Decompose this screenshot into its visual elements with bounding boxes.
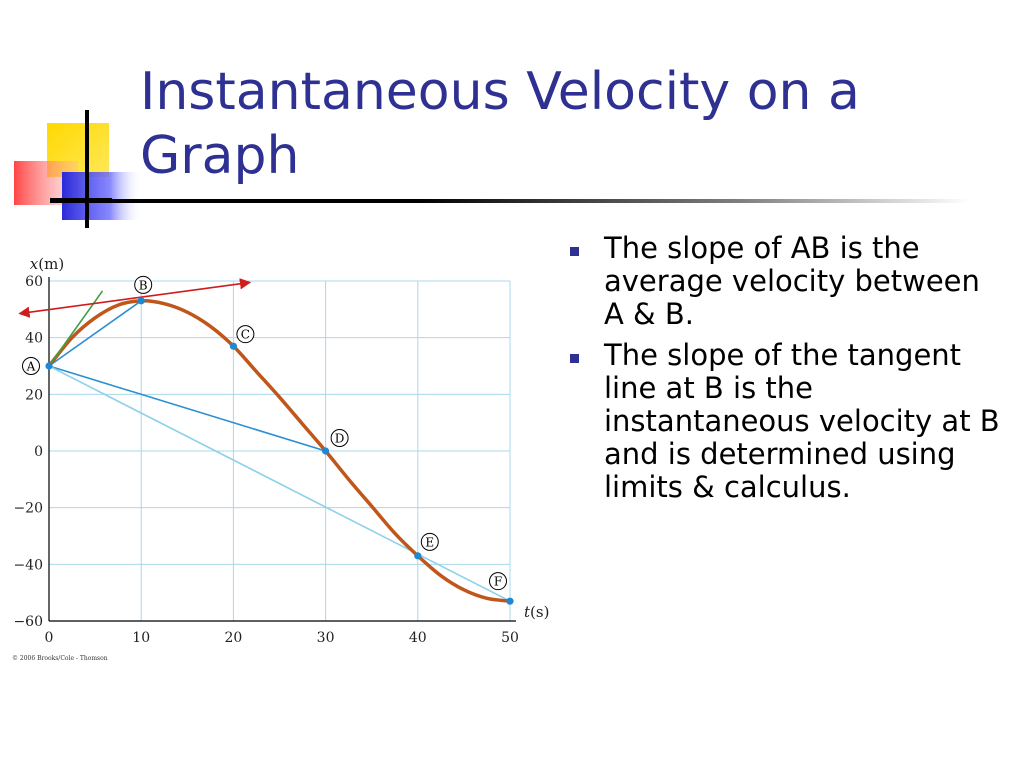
x-tick-label: 0 xyxy=(45,630,54,646)
bullet-square-icon xyxy=(570,247,579,256)
secant-line-AB xyxy=(48,300,142,367)
bullet-item: The slope of the tangent line at B is th… xyxy=(566,339,1006,504)
point-label-circle-D xyxy=(330,429,349,447)
point-label-circle-F xyxy=(489,572,507,591)
bullet-square-icon xyxy=(570,354,579,363)
point-label-F: F xyxy=(494,575,502,589)
x-tick-label: 30 xyxy=(317,630,335,646)
bullet-item: The slope of AB is the average velocity … xyxy=(566,232,1006,331)
blue-square xyxy=(62,172,142,220)
tangent-line-A xyxy=(48,290,104,367)
point-label-circle-B xyxy=(134,275,153,294)
y-tick-label: 0 xyxy=(34,444,43,460)
data-point-E xyxy=(414,552,422,560)
data-point-A xyxy=(45,362,53,370)
data-point-F xyxy=(506,597,514,605)
y-tick-label: 60 xyxy=(25,274,43,290)
data-point-D xyxy=(322,447,330,455)
point-label-E: E xyxy=(425,535,434,549)
bullet-text: The slope of AB is the average velocity … xyxy=(604,231,980,331)
bullet-text: The slope of the tangent line at B is th… xyxy=(604,338,1000,504)
x-tick-label: 20 xyxy=(224,630,242,646)
point-label-circle-C xyxy=(236,325,255,344)
point-label-circle-A xyxy=(22,357,40,375)
bullet-list: The slope of AB is the average velocity … xyxy=(566,232,1006,512)
y-axis-label: x(m) xyxy=(30,255,64,273)
point-label-C: C xyxy=(241,328,250,342)
x-tick-label: 50 xyxy=(501,630,519,646)
data-point-C xyxy=(229,342,237,350)
y-tick-label: −40 xyxy=(13,557,43,573)
vertical-bar xyxy=(85,110,89,228)
point-label-D: D xyxy=(335,432,345,446)
y-tick-label: 40 xyxy=(25,331,43,347)
y-tick-label: 20 xyxy=(25,387,43,403)
point-label-B: B xyxy=(139,278,148,292)
slide-title: Instantaneous Velocity on a Graph xyxy=(140,62,860,186)
secant-line-AF xyxy=(48,365,511,602)
copyright-footnote: © 2006 Brooks/Cole - Thomson xyxy=(12,655,108,662)
tangent-line-B xyxy=(18,278,252,318)
y-tick-label: −60 xyxy=(13,614,43,630)
corner-decoration xyxy=(14,110,142,228)
data-point-B xyxy=(137,297,145,305)
title-underline xyxy=(50,199,970,203)
x-axis-label: t(s) xyxy=(524,603,549,621)
point-label-circle-E xyxy=(420,532,439,551)
point-label-A: A xyxy=(26,360,36,374)
y-tick-label: −20 xyxy=(13,501,43,517)
x-tick-label: 10 xyxy=(132,630,150,646)
x-tick-label: 40 xyxy=(409,630,427,646)
secant-line-AD xyxy=(48,365,326,452)
